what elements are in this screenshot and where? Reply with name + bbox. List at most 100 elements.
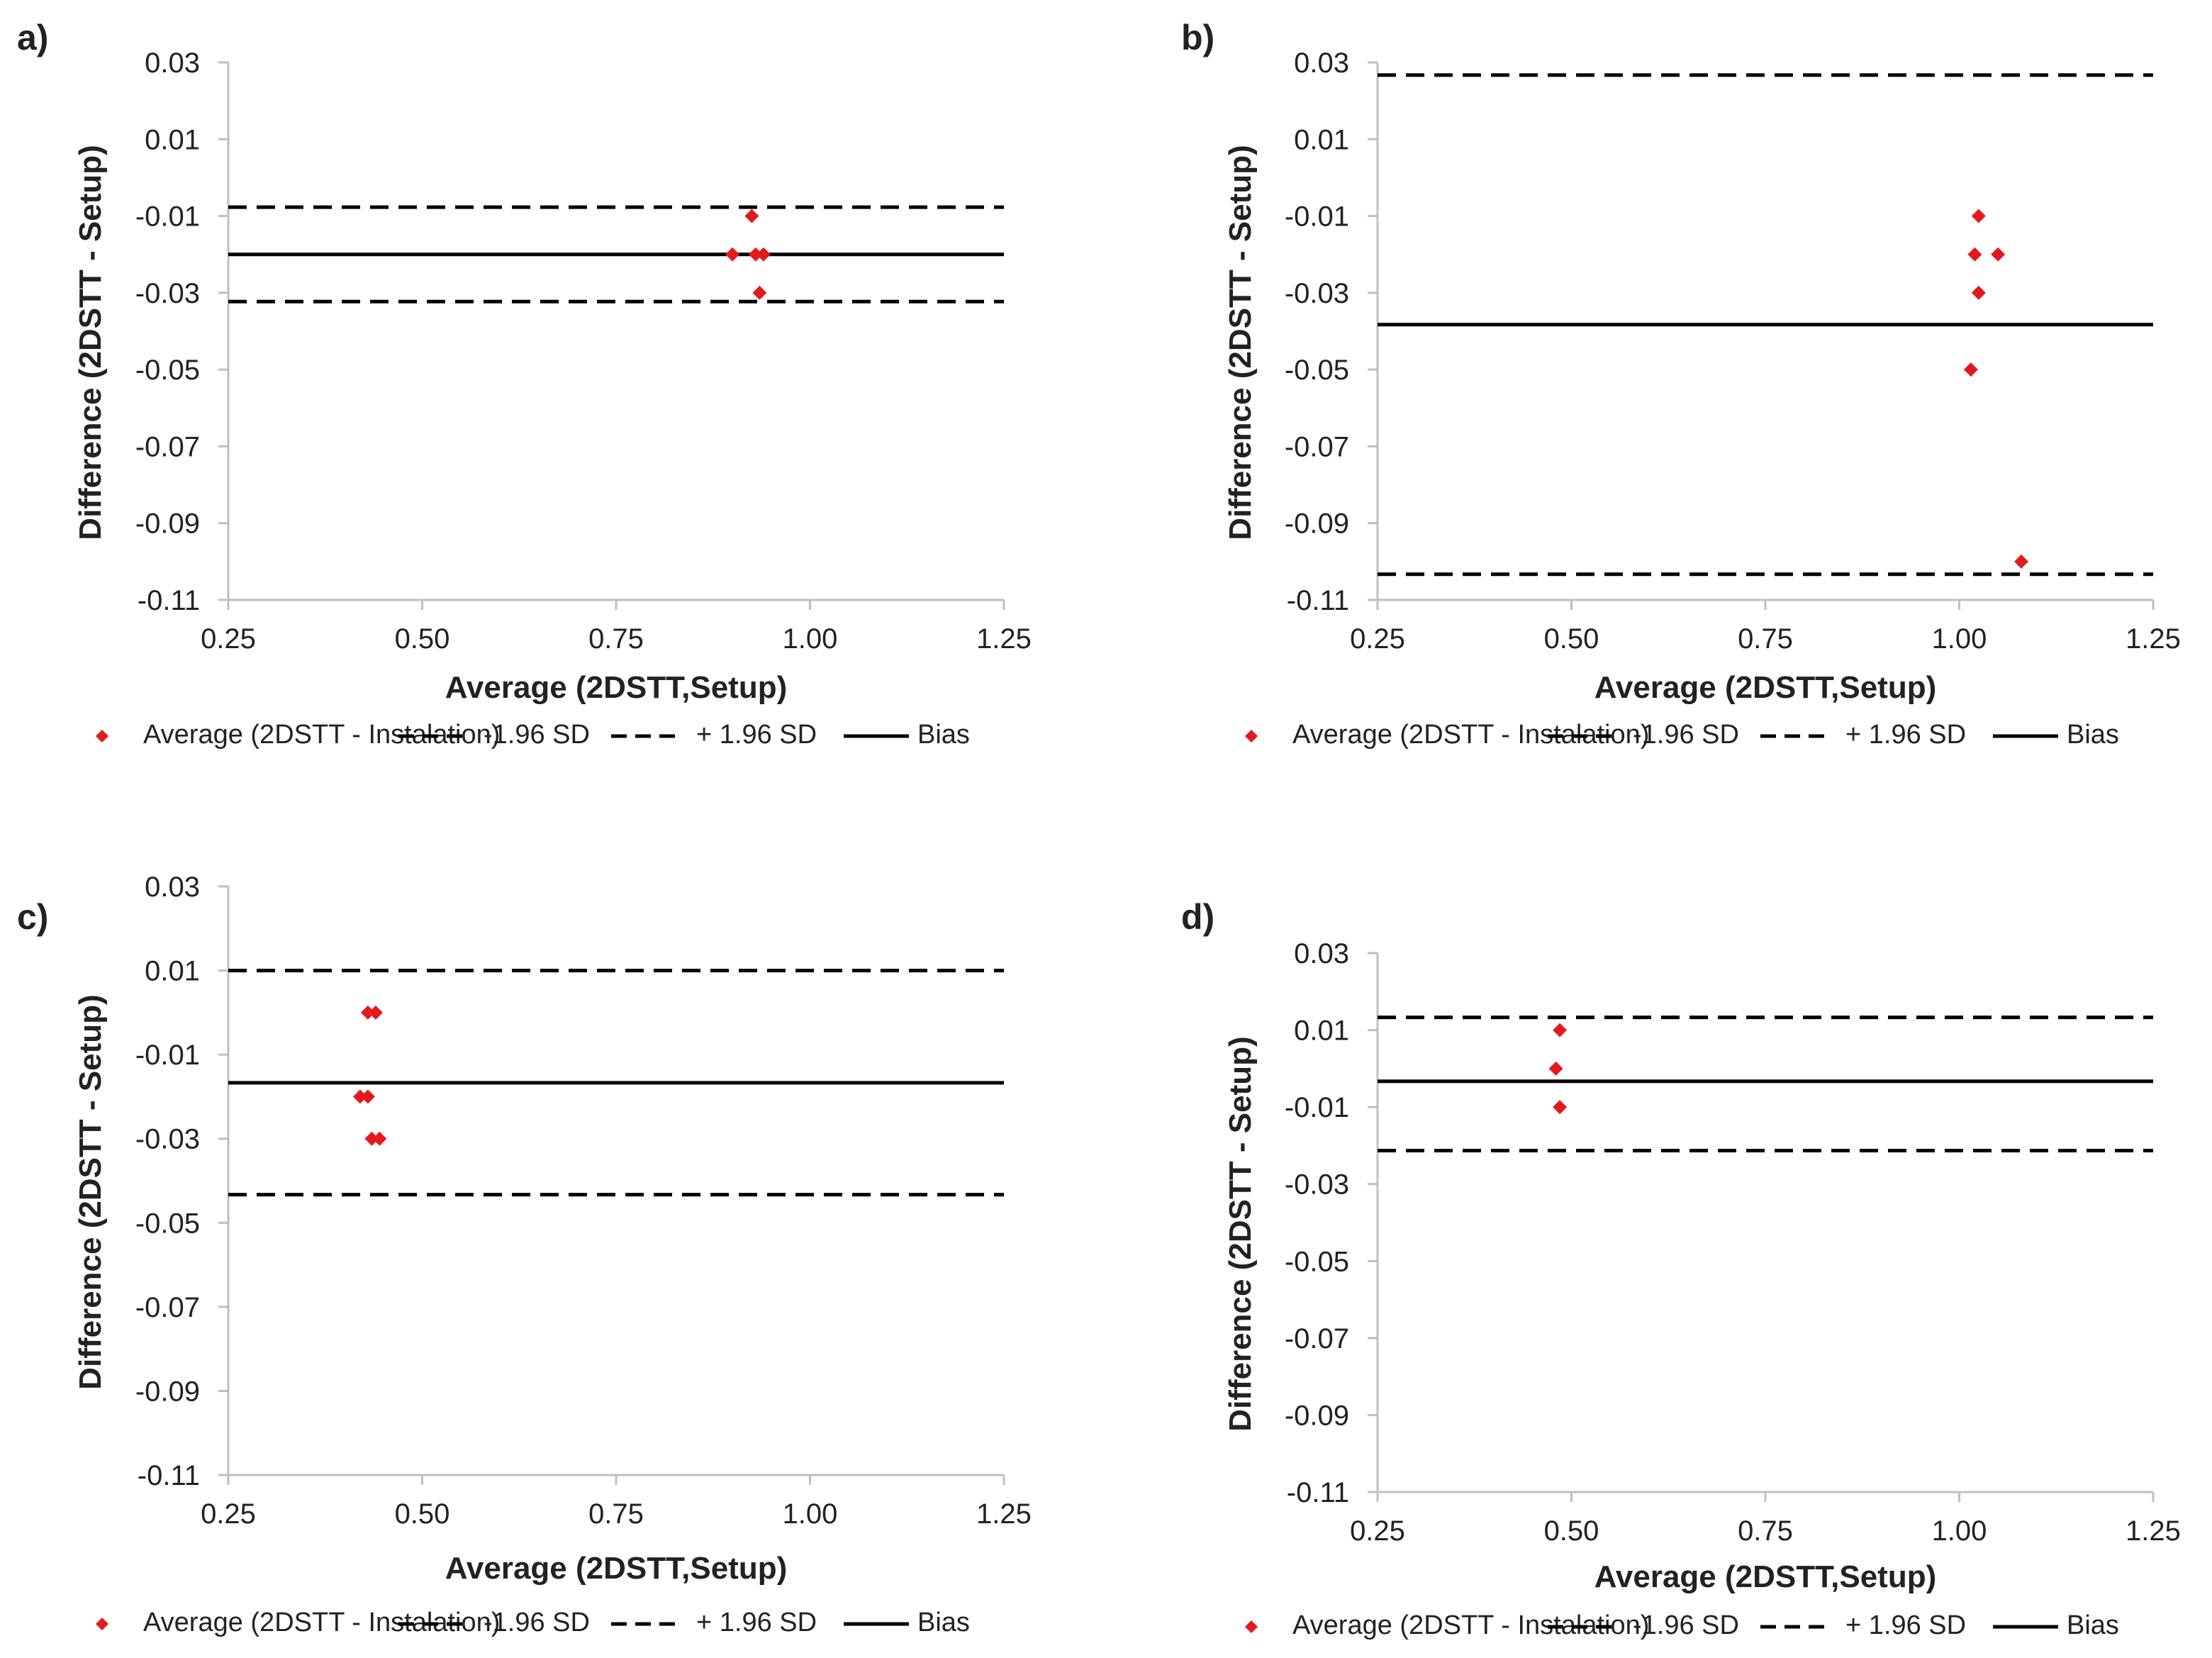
y-axis-title: Difference (2DSTT - Setup) — [73, 145, 108, 540]
y-tick-label: -0.03 — [1285, 1169, 1349, 1201]
panel-label: c) — [17, 897, 48, 937]
legend-label-upper: + 1.96 SD — [1845, 720, 1966, 750]
x-tick-label: 1.25 — [2126, 623, 2181, 655]
legend: Average (2DSTT - Instalation)-1.96 SD + 1… — [96, 1608, 970, 1637]
data-point — [752, 285, 767, 300]
y-tick-label: 0.03 — [145, 48, 200, 79]
data-point — [2014, 554, 2029, 569]
legend-marker-icon — [1245, 1620, 1258, 1633]
panel-label: b) — [1181, 18, 1214, 57]
y-tick-label: 0.03 — [145, 872, 200, 903]
data-point — [360, 1089, 375, 1104]
data-point — [1991, 247, 2006, 262]
legend-label-points: Average (2DSTT - Instalation) — [143, 720, 500, 750]
legend-marker-icon — [1245, 730, 1258, 742]
legend-marker-icon — [96, 730, 108, 742]
x-axis-title: Average (2DSTT,Setup) — [1594, 670, 1936, 705]
data-point — [756, 247, 771, 262]
y-tick-label: -0.11 — [1287, 585, 1349, 616]
x-tick-label: 1.00 — [783, 623, 838, 655]
legend-marker-icon — [96, 1618, 108, 1630]
legend-label-lower: -1.96 SD — [484, 1608, 590, 1637]
x-tick-label: 0.50 — [1544, 1515, 1599, 1547]
data-point — [748, 247, 763, 262]
y-tick-label: 0.01 — [1294, 124, 1349, 155]
legend-label-upper: + 1.96 SD — [1845, 1610, 1966, 1640]
legend-label-bias: Bias — [2067, 1610, 2119, 1640]
y-tick-label: -0.05 — [1285, 355, 1349, 386]
x-tick-label: 0.75 — [588, 623, 644, 655]
data-point — [360, 1005, 375, 1020]
y-tick-label: -0.01 — [1285, 201, 1349, 233]
legend-label-points: Average (2DSTT - Instalation) — [1292, 1610, 1649, 1640]
legend-label-points: Average (2DSTT - Instalation) — [143, 1608, 500, 1637]
x-axis-title: Average (2DSTT,Setup) — [445, 1551, 787, 1586]
y-tick-label: -0.07 — [1285, 431, 1349, 462]
y-tick-label: 0.03 — [1294, 48, 1349, 79]
legend-label-lower: -1.96 SD — [484, 720, 590, 750]
legend: Average (2DSTT - Instalation)-1.96 SD + 1… — [96, 720, 970, 750]
x-axis-title: Average (2DSTT,Setup) — [445, 670, 787, 705]
x-tick-label: 0.25 — [201, 1498, 256, 1530]
y-tick-label: -0.09 — [135, 508, 200, 540]
legend-label-points: Average (2DSTT - Instalation) — [1292, 720, 1649, 750]
y-tick-label: 0.01 — [1294, 1016, 1349, 1047]
x-tick-label: 0.50 — [395, 1498, 450, 1530]
legend-label-upper: + 1.96 SD — [696, 1608, 817, 1637]
data-point — [1971, 208, 1986, 223]
y-tick-label: -0.09 — [135, 1376, 200, 1407]
legend-label-bias: Bias — [917, 720, 970, 750]
y-tick-label: -0.03 — [1285, 278, 1349, 309]
legend-label-lower: -1.96 SD — [1633, 1610, 1739, 1640]
y-tick-label: -0.05 — [135, 355, 200, 386]
chart-panel-4: d) 0.03 0.01 -0.01 -0.03 -0.05 -0.07 -0.09 -0.11… — [1181, 897, 2181, 1640]
y-axis-title: Difference (2DSTT - Setup) — [1223, 145, 1258, 540]
data-point — [744, 208, 759, 223]
legend-label-lower: -1.96 SD — [1633, 720, 1739, 750]
x-tick-label: 0.50 — [395, 623, 450, 655]
y-tick-label: -0.11 — [138, 585, 200, 616]
x-tick-label: 0.25 — [1350, 1515, 1405, 1547]
y-tick-label: -0.05 — [135, 1208, 200, 1239]
x-tick-label: 0.75 — [588, 1498, 644, 1530]
x-tick-label: 0.25 — [1350, 623, 1405, 655]
legend-label-upper: + 1.96 SD — [696, 720, 817, 750]
panel-label: d) — [1181, 897, 1214, 937]
chart-panel-3: c) 0.03 0.01 -0.01 -0.03 -0.05 -0.07 -0.09 -0.11… — [17, 872, 1032, 1637]
x-tick-label: 0.75 — [1738, 1515, 1793, 1547]
x-tick-label: 1.00 — [1932, 1515, 1987, 1547]
x-tick-label: 1.25 — [2126, 1515, 2181, 1547]
data-point — [1963, 362, 1978, 377]
data-point — [364, 1131, 379, 1146]
legend: Average (2DSTT - Instalation)-1.96 SD + 1… — [1245, 720, 2119, 750]
data-point — [352, 1089, 367, 1104]
data-point — [1553, 1100, 1568, 1115]
legend: Average (2DSTT - Instalation)-1.96 SD + 1… — [1245, 1610, 2119, 1640]
y-tick-label: -0.07 — [135, 431, 200, 462]
x-tick-label: 0.50 — [1544, 623, 1599, 655]
y-tick-label: -0.09 — [1285, 508, 1349, 540]
y-tick-label: -0.07 — [135, 1292, 200, 1323]
data-point — [1967, 247, 1982, 262]
y-tick-label: -0.09 — [1285, 1400, 1349, 1431]
y-axis-title: Difference (2DSTT - Setup) — [1223, 1036, 1258, 1431]
x-axis-title: Average (2DSTT,Setup) — [1594, 1559, 1936, 1594]
y-tick-label: -0.07 — [1285, 1323, 1349, 1354]
x-tick-label: 0.75 — [1738, 623, 1793, 655]
y-tick-label: 0.03 — [1294, 938, 1349, 969]
y-axis-title: Difference (2DSTT - Setup) — [73, 994, 108, 1389]
y-tick-label: -0.01 — [135, 1040, 200, 1071]
y-tick-label: -0.03 — [135, 278, 200, 309]
y-tick-label: -0.03 — [135, 1124, 200, 1155]
x-tick-label: 1.25 — [976, 1498, 1032, 1530]
panel-label: a) — [17, 18, 48, 57]
y-tick-label: -0.05 — [1285, 1246, 1349, 1277]
chart-panel-1: a) 0.03 0.01 -0.01 -0.03 -0.05 -0.07 -0.09 -0.11… — [17, 18, 1032, 750]
data-point — [1548, 1061, 1563, 1076]
data-point — [1971, 285, 1986, 300]
data-point — [1553, 1023, 1568, 1037]
x-tick-label: 1.25 — [976, 623, 1032, 655]
x-tick-label: 1.00 — [1932, 623, 1987, 655]
y-tick-label: -0.11 — [138, 1460, 200, 1491]
